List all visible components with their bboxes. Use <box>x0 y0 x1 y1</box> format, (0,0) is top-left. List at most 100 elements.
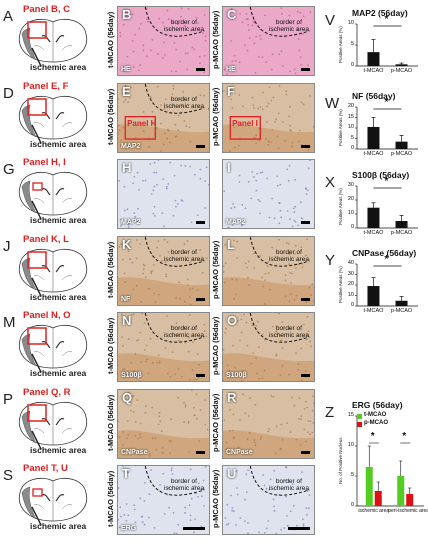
micrograph-f: Panel I F <box>222 82 315 153</box>
cell <box>248 414 250 417</box>
scale-bar <box>196 221 205 224</box>
cell <box>267 140 270 142</box>
cell <box>259 212 261 215</box>
cell <box>170 469 173 472</box>
cell <box>307 419 310 422</box>
cell <box>246 266 248 268</box>
cell <box>257 320 259 323</box>
inset-box <box>229 115 261 140</box>
cell <box>173 42 176 44</box>
cell <box>139 497 142 500</box>
cell <box>225 327 227 330</box>
cell <box>160 149 162 152</box>
cell <box>191 46 194 49</box>
cell <box>205 335 208 338</box>
cell <box>165 185 168 188</box>
cell <box>283 527 286 529</box>
cell <box>232 510 235 513</box>
cell <box>189 287 191 290</box>
cell <box>247 276 249 279</box>
cell <box>239 517 242 519</box>
cell <box>163 513 166 515</box>
cell <box>253 441 256 443</box>
cell <box>266 264 269 267</box>
cell <box>142 272 144 274</box>
border-label: border of ischemic area <box>163 19 204 34</box>
cell <box>233 126 236 128</box>
stain-label: S100β <box>226 372 247 379</box>
cell <box>307 148 310 151</box>
cell <box>293 404 296 407</box>
cell <box>263 484 266 487</box>
cell <box>230 207 233 210</box>
cell <box>280 528 282 531</box>
cell <box>188 336 190 339</box>
ischemic-label: ischemic area <box>30 444 87 455</box>
cell <box>239 339 241 342</box>
cell <box>145 55 148 58</box>
cell <box>140 422 142 424</box>
cell <box>186 278 189 280</box>
panel-letter: C <box>227 7 237 22</box>
panel-box <box>27 327 47 345</box>
cell <box>275 424 278 427</box>
legend-label: t-MCAO <box>364 412 387 418</box>
pointer-line <box>31 124 42 143</box>
cell <box>152 212 155 215</box>
cell <box>122 430 125 433</box>
cell <box>168 28 171 31</box>
cell <box>300 379 303 381</box>
cell <box>167 486 170 489</box>
cell <box>294 205 297 208</box>
cell <box>176 334 179 336</box>
cell <box>178 297 181 299</box>
border-label: border of ischemic area <box>163 325 204 340</box>
pointer-line <box>31 277 42 296</box>
cell <box>290 129 292 132</box>
chart-title: S100β (56day) <box>352 170 410 180</box>
cell <box>150 270 153 273</box>
cell <box>269 478 272 480</box>
stained-band <box>223 429 314 458</box>
cell <box>291 396 293 398</box>
cell <box>226 73 228 75</box>
cell <box>169 376 172 378</box>
cell <box>272 498 275 501</box>
cell <box>235 278 238 281</box>
cell <box>280 423 283 425</box>
cell <box>131 395 133 398</box>
cell <box>298 417 300 420</box>
group-label: t-MCAO (56day) <box>106 88 115 145</box>
cell <box>267 520 270 522</box>
cell <box>249 396 251 399</box>
cell <box>144 179 147 182</box>
cell <box>124 280 126 283</box>
cell <box>279 209 282 212</box>
cell <box>168 506 170 509</box>
cell <box>139 435 142 438</box>
cell <box>205 166 208 168</box>
cell <box>295 266 297 269</box>
cell <box>119 506 122 509</box>
cell <box>118 124 120 126</box>
cell <box>175 296 178 299</box>
cell <box>156 85 159 87</box>
cell <box>160 122 162 124</box>
cell <box>309 94 311 97</box>
cell <box>158 414 161 417</box>
cell <box>282 22 285 25</box>
panel-box <box>27 21 47 39</box>
cell <box>187 52 189 55</box>
cell <box>143 349 146 351</box>
cell <box>184 403 187 406</box>
cell <box>246 344 249 347</box>
cell <box>149 452 151 455</box>
x-tick-label: p-MCAO <box>390 308 413 314</box>
cell <box>128 391 130 394</box>
cell <box>177 339 180 342</box>
cell <box>181 375 183 378</box>
cell <box>236 256 238 259</box>
cell <box>297 363 300 366</box>
cell <box>223 190 226 192</box>
cell <box>286 421 288 424</box>
